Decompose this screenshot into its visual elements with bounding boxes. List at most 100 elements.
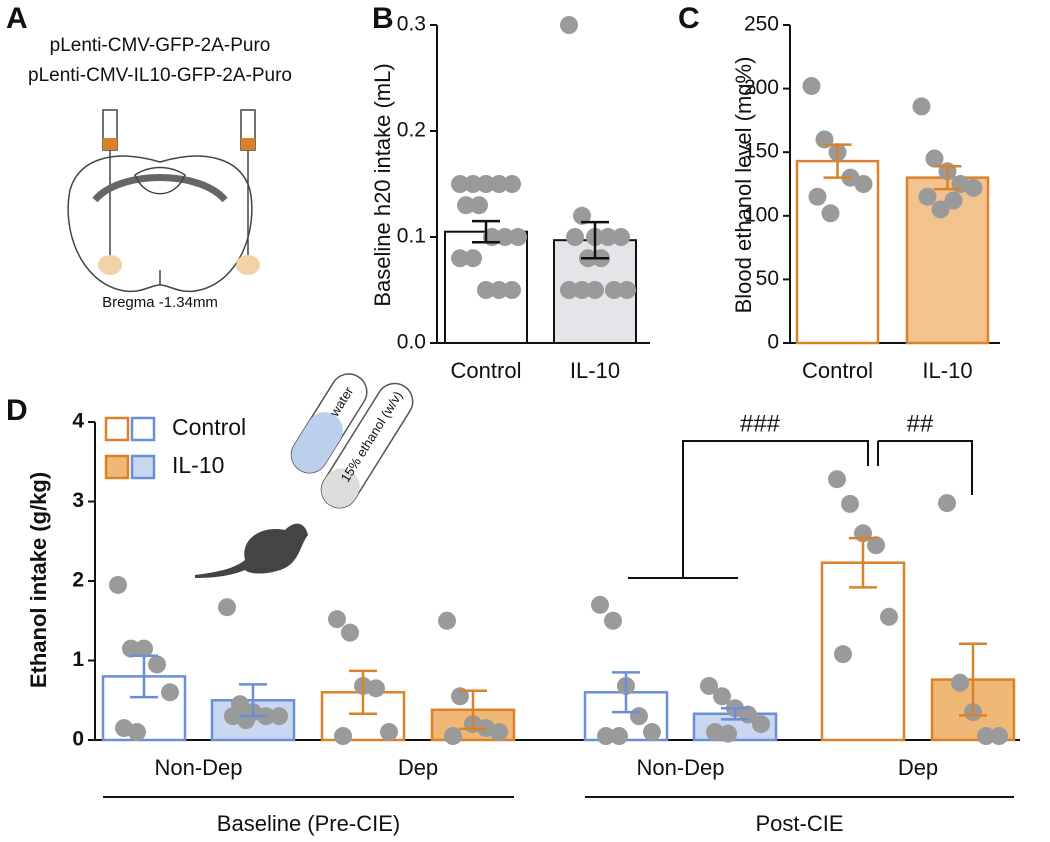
data-point — [938, 494, 956, 513]
data-point — [464, 249, 482, 268]
data-point — [841, 494, 859, 513]
x-tick-label: Control — [802, 358, 873, 383]
error-bar — [349, 669, 377, 716]
data-point — [610, 727, 628, 746]
data-point — [599, 228, 617, 246]
panel-letter: D — [6, 394, 28, 427]
y-tick-label: 3 — [72, 489, 84, 512]
legend-label: IL-10 — [172, 452, 224, 478]
data-point — [560, 281, 578, 299]
data-point — [828, 470, 846, 489]
legend: Control IL-10 — [104, 414, 246, 480]
error-bar — [721, 706, 749, 721]
data-point — [367, 679, 385, 698]
data-point — [444, 727, 462, 746]
data-point — [821, 204, 840, 223]
x-tick-label: Non-Dep — [154, 755, 242, 780]
data-point — [503, 281, 521, 299]
data-point — [964, 178, 983, 197]
data-point — [509, 228, 527, 246]
error-bar — [823, 143, 852, 179]
data-point — [834, 645, 852, 664]
construct-label: pLenti-CMV-GFP-2A-Puro — [50, 35, 271, 56]
data-point — [573, 281, 591, 299]
y-tick-label: 2 — [72, 569, 84, 592]
group-label: Baseline (Pre-CIE) — [217, 811, 400, 836]
data-point — [148, 655, 166, 674]
data-point — [218, 598, 236, 617]
data-point — [630, 707, 648, 726]
data-point — [951, 673, 969, 692]
data-point — [477, 175, 495, 193]
panel-letter: A — [6, 2, 28, 35]
y-axis-label: Baseline h20 intake (mL) — [370, 63, 395, 306]
data-point — [438, 611, 456, 630]
significance-bracket — [628, 440, 973, 579]
data-point — [270, 707, 288, 726]
brain-diagram — [67, 109, 260, 293]
x-tick-label: Dep — [398, 755, 438, 780]
data-point — [451, 175, 469, 193]
data-point — [560, 16, 578, 34]
panel-letter: B — [372, 2, 394, 35]
x-tick-label: Control — [451, 358, 522, 383]
legend-label: Control — [172, 414, 246, 440]
data-point — [380, 723, 398, 742]
data-point — [122, 639, 140, 658]
data-point — [470, 196, 488, 215]
y-tick-label: 250 — [744, 13, 779, 36]
data-point — [612, 228, 630, 246]
panel-letter: C — [678, 2, 700, 35]
data-point — [944, 191, 963, 210]
data-point — [719, 724, 737, 743]
data-point — [990, 727, 1008, 746]
y-tick-label: 0.0 — [397, 331, 426, 354]
error-bar — [130, 654, 158, 699]
y-tick-label: 4 — [72, 410, 84, 433]
data-point — [490, 175, 508, 193]
data-point — [573, 206, 591, 225]
data-point — [752, 715, 770, 734]
bar — [820, 561, 906, 742]
error-bar — [581, 220, 609, 260]
y-tick-label: 50 — [756, 267, 779, 290]
annotation: ## — [907, 410, 934, 437]
error-bar — [933, 164, 962, 191]
data-point — [802, 77, 821, 96]
data-point — [464, 175, 482, 193]
annotation: ### — [740, 410, 781, 437]
data-point — [867, 536, 885, 555]
data-point — [918, 187, 937, 206]
drinking-illustration: water 15% ethanol (w/v) — [195, 373, 414, 578]
bregma-caption: Bregma -1.34mm — [102, 294, 218, 311]
data-point — [880, 607, 898, 626]
y-tick-label: 0.1 — [397, 225, 426, 248]
y-tick-label: 0 — [767, 331, 779, 354]
error-bar — [849, 536, 877, 589]
y-axis-label: Ethanol intake (g/kg) — [26, 472, 51, 688]
error-bar — [239, 683, 267, 718]
data-point — [591, 595, 609, 614]
y-tick-label: 0 — [72, 728, 84, 751]
y-tick-label: 1 — [72, 648, 84, 671]
data-point — [128, 723, 146, 742]
x-tick-label: IL-10 — [922, 358, 972, 383]
data-point — [490, 281, 508, 299]
data-point — [109, 575, 127, 594]
data-point — [334, 727, 352, 746]
construct-label: pLenti-CMV-IL10-GFP-2A-Puro — [28, 65, 292, 86]
data-point — [912, 97, 931, 116]
x-tick-label: IL-10 — [570, 358, 620, 383]
x-tick-label: Non-Dep — [636, 755, 724, 780]
data-point — [808, 187, 827, 206]
x-tick-label: Dep — [898, 755, 938, 780]
data-point — [135, 639, 153, 658]
data-point — [451, 249, 469, 268]
data-point — [925, 149, 944, 168]
data-point — [477, 281, 495, 299]
data-point — [618, 281, 636, 299]
data-point — [700, 676, 718, 695]
data-point — [586, 281, 604, 299]
y-tick-label: 100 — [744, 203, 779, 226]
